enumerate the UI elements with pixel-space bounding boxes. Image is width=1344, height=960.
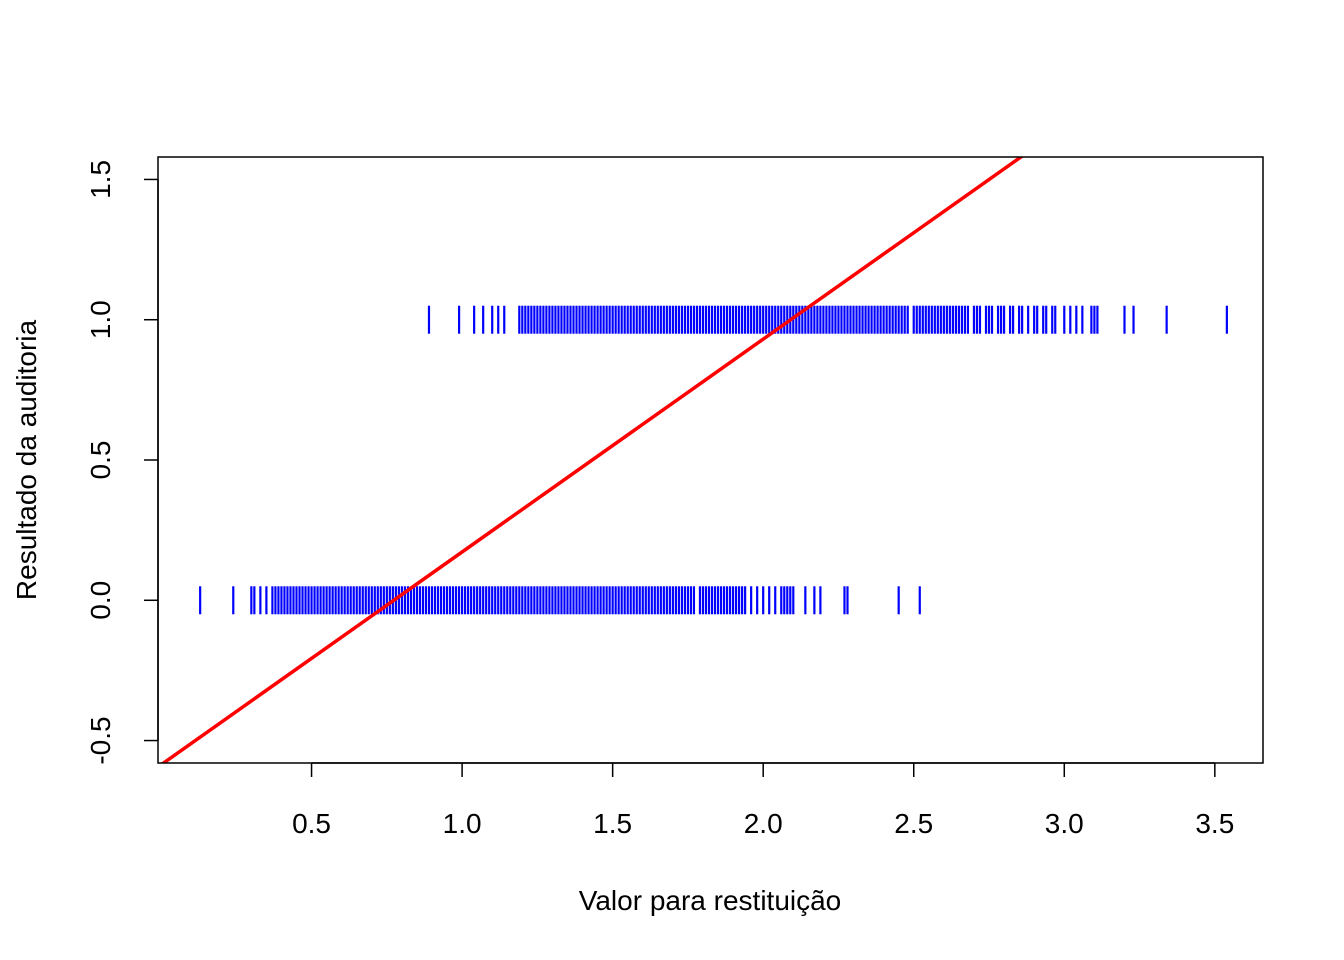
x-tick-label: 1.0 — [443, 808, 482, 839]
x-tick-label: 2.0 — [744, 808, 783, 839]
regression-line — [160, 157, 1024, 763]
regression-line-layer — [160, 157, 1024, 763]
x-tick-label: 3.5 — [1195, 808, 1234, 839]
x-tick-label: 1.5 — [593, 808, 632, 839]
x-tick-label: 0.5 — [292, 808, 331, 839]
y-tick-label: 0.5 — [85, 441, 116, 480]
y-tick-label: 0.0 — [85, 581, 116, 620]
y-tick-label: -0.5 — [85, 716, 116, 764]
y-axis-title: Resultado da auditoria — [11, 319, 42, 600]
y-tick-label: 1.0 — [85, 300, 116, 339]
y-tick-label: 1.5 — [85, 160, 116, 199]
plot-frame — [157, 156, 1264, 764]
x-tick-label: 3.0 — [1045, 808, 1084, 839]
points-layer — [199, 305, 1228, 615]
y-axis: -0.5 0.0 0.5 1.0 1.5 — [85, 160, 159, 765]
x-axis: 0.5 1.0 1.5 2.0 2.5 3.0 3.5 — [292, 762, 1234, 839]
x-axis-title: Valor para restituição — [579, 885, 842, 916]
x-tick-label: 2.5 — [894, 808, 933, 839]
